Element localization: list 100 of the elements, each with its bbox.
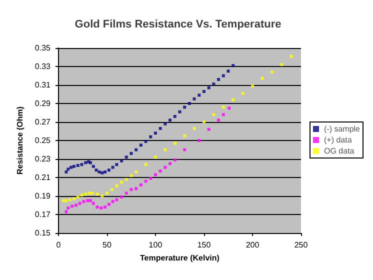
legend-label: (-) sample [324, 124, 361, 134]
point [100, 206, 103, 210]
point [88, 192, 92, 195]
point [149, 176, 152, 180]
point [207, 86, 210, 90]
point [202, 90, 206, 93]
x-tick-label: 50 [102, 240, 112, 250]
point [94, 168, 98, 172]
point [270, 70, 274, 74]
point [222, 74, 225, 78]
point [158, 170, 162, 173]
point [168, 162, 172, 166]
point [70, 166, 73, 169]
point [202, 120, 206, 124]
point [250, 84, 254, 88]
point [149, 135, 152, 138]
point [115, 163, 118, 166]
point [144, 180, 148, 183]
point [115, 198, 118, 202]
y-tick-label: 0.27 [34, 118, 52, 126]
point [144, 163, 148, 166]
point [188, 102, 191, 105]
point [154, 173, 157, 176]
point [164, 122, 167, 126]
point [111, 200, 114, 204]
point [144, 140, 148, 143]
point [183, 106, 186, 109]
point [64, 210, 68, 214]
x-tick-label: 250 [294, 240, 308, 250]
y-tick-label: 0.15 [34, 228, 52, 238]
point [217, 118, 220, 122]
point [192, 126, 196, 130]
point [107, 168, 110, 172]
point [105, 192, 108, 195]
point [158, 126, 162, 130]
point [80, 194, 84, 197]
point [232, 98, 235, 102]
point [110, 188, 114, 192]
point [80, 163, 84, 166]
point [154, 132, 157, 135]
legend-label: OG data [324, 146, 355, 156]
point [212, 82, 216, 86]
point [100, 171, 104, 174]
point [68, 198, 72, 202]
point [82, 200, 86, 204]
point [111, 166, 114, 169]
x-axis-title: Temperature (Kelvin) [140, 253, 220, 262]
point [66, 206, 70, 210]
point [134, 170, 138, 174]
point [183, 134, 186, 138]
point [78, 202, 82, 205]
point [76, 195, 80, 198]
point [76, 164, 80, 167]
point [139, 183, 142, 186]
point [88, 199, 92, 202]
point [178, 110, 182, 114]
y-tick-label: 0.23 [34, 154, 52, 164]
point [120, 180, 124, 184]
point [173, 142, 176, 145]
point [222, 113, 225, 116]
point [168, 118, 172, 122]
point [173, 158, 176, 162]
point [86, 199, 90, 202]
point [115, 184, 118, 188]
point [226, 70, 230, 73]
legend-label: (+) data [324, 136, 352, 144]
point [124, 178, 128, 181]
point [64, 170, 68, 174]
point [217, 78, 220, 81]
point [212, 113, 216, 116]
point [104, 206, 107, 209]
point [134, 148, 138, 152]
point [173, 114, 176, 118]
y-tick-label: 0.19 [34, 192, 52, 200]
x-tick-label: 100 [148, 240, 163, 250]
point [290, 54, 293, 58]
y-tick-label: 0.21 [34, 173, 52, 182]
point [260, 77, 264, 80]
point [90, 192, 94, 195]
y-tick-label: 0.33 [34, 62, 52, 71]
chart-title: Gold Films Resistance Vs. Temperature [74, 18, 282, 30]
y-axis-title: Resistance (Ohm) [16, 106, 24, 175]
point [124, 192, 128, 195]
point [107, 202, 110, 206]
point [154, 156, 157, 159]
point [164, 148, 167, 152]
point [134, 187, 138, 190]
point [130, 174, 133, 178]
x-tick-label: 150 [197, 240, 212, 250]
x-tick-label: 0 [56, 240, 62, 250]
y-tick-label: 0.29 [34, 99, 52, 108]
point [198, 139, 201, 142]
point [72, 197, 76, 200]
point [98, 170, 101, 174]
y-tick-label: 0.31 [34, 80, 52, 90]
point [164, 166, 167, 169]
point [74, 204, 78, 207]
y-tick-label: 0.35 [34, 44, 52, 52]
point [222, 106, 225, 109]
point [104, 170, 107, 174]
